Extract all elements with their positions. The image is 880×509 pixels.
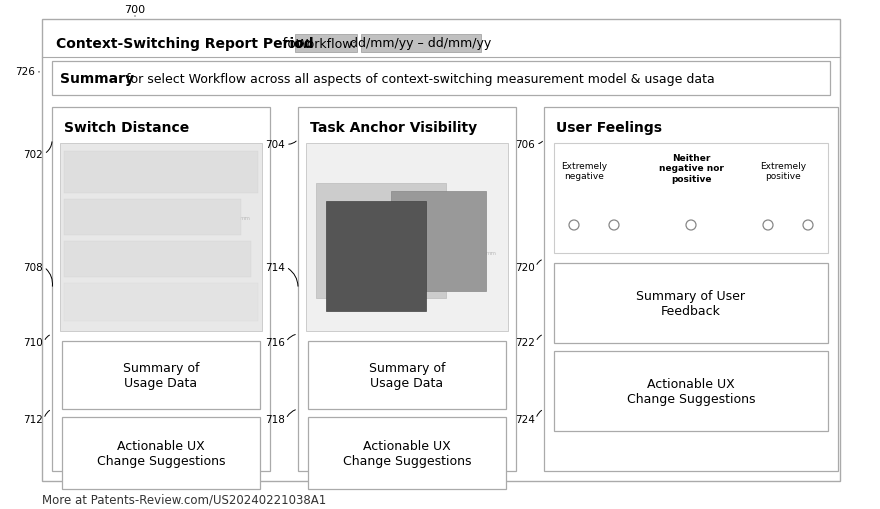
Bar bbox=[554, 264, 828, 344]
Text: 710: 710 bbox=[23, 337, 43, 347]
Bar bbox=[554, 351, 828, 431]
FancyArrowPatch shape bbox=[47, 143, 52, 153]
Circle shape bbox=[609, 220, 619, 231]
Bar bbox=[326, 202, 426, 312]
Bar bbox=[308, 417, 506, 489]
Text: 708: 708 bbox=[23, 263, 43, 272]
Bar bbox=[306, 144, 508, 331]
Bar bbox=[52, 108, 270, 471]
Bar bbox=[52, 62, 830, 96]
FancyArrowPatch shape bbox=[539, 142, 542, 145]
Text: Context-Switching Report Period: Context-Switching Report Period bbox=[56, 37, 313, 51]
FancyArrowPatch shape bbox=[289, 142, 297, 145]
FancyArrowPatch shape bbox=[537, 411, 541, 416]
Bar bbox=[391, 191, 486, 292]
Text: mm: mm bbox=[485, 251, 496, 256]
Text: 722: 722 bbox=[515, 337, 535, 347]
Text: 716: 716 bbox=[265, 337, 285, 347]
Bar bbox=[64, 200, 241, 236]
Text: Neither
negative nor
positive: Neither negative nor positive bbox=[658, 154, 723, 183]
Circle shape bbox=[569, 220, 579, 231]
FancyArrowPatch shape bbox=[287, 410, 296, 417]
Bar bbox=[62, 417, 260, 489]
Text: 702: 702 bbox=[23, 150, 43, 160]
Text: User Feelings: User Feelings bbox=[556, 121, 662, 135]
FancyArrowPatch shape bbox=[537, 261, 541, 265]
FancyArrowPatch shape bbox=[537, 335, 541, 340]
Text: Summary: Summary bbox=[60, 72, 134, 86]
Text: Actionable UX
Change Suggestions: Actionable UX Change Suggestions bbox=[627, 377, 755, 405]
Bar bbox=[64, 152, 258, 193]
Circle shape bbox=[763, 220, 773, 231]
Bar bbox=[60, 144, 262, 331]
Bar bbox=[62, 342, 260, 409]
Bar bbox=[308, 342, 506, 409]
FancyArrowPatch shape bbox=[45, 411, 49, 416]
Text: for: for bbox=[278, 37, 306, 51]
Text: Actionable UX
Change Suggestions: Actionable UX Change Suggestions bbox=[342, 439, 472, 467]
Text: 700: 700 bbox=[124, 5, 145, 15]
Text: Task Anchor Visibility: Task Anchor Visibility bbox=[310, 121, 477, 135]
FancyArrowPatch shape bbox=[45, 335, 49, 340]
Text: 714: 714 bbox=[265, 263, 285, 272]
Text: 706: 706 bbox=[516, 140, 535, 150]
Text: mm: mm bbox=[239, 216, 250, 221]
Bar bbox=[554, 144, 828, 253]
Bar bbox=[544, 108, 838, 471]
Bar bbox=[64, 284, 258, 321]
Text: 726: 726 bbox=[15, 67, 35, 77]
Bar bbox=[298, 108, 516, 471]
Text: 704: 704 bbox=[265, 140, 285, 150]
Text: 718: 718 bbox=[265, 414, 285, 424]
Text: More at Patents-Review.com/US20240221038A1: More at Patents-Review.com/US20240221038… bbox=[42, 493, 326, 505]
Text: Actionable UX
Change Suggestions: Actionable UX Change Suggestions bbox=[97, 439, 225, 467]
Bar bbox=[316, 184, 446, 298]
Bar bbox=[295, 35, 357, 53]
Text: Workflow:: Workflow: bbox=[296, 38, 356, 50]
Text: Extremely
negative: Extremely negative bbox=[561, 162, 607, 181]
Bar bbox=[361, 35, 481, 53]
Text: 720: 720 bbox=[516, 263, 535, 272]
Text: Summary of
Usage Data: Summary of Usage Data bbox=[122, 361, 199, 389]
Bar bbox=[64, 242, 251, 277]
Text: 712: 712 bbox=[23, 414, 43, 424]
Text: Switch Distance: Switch Distance bbox=[64, 121, 189, 135]
Text: Summary of
Usage Data: Summary of Usage Data bbox=[369, 361, 445, 389]
FancyArrowPatch shape bbox=[46, 269, 53, 287]
Text: Summary of User
Feedback: Summary of User Feedback bbox=[636, 290, 745, 318]
Text: Extremely
positive: Extremely positive bbox=[760, 162, 806, 181]
Text: dd/mm/yy – dd/mm/yy: dd/mm/yy – dd/mm/yy bbox=[350, 38, 492, 50]
Circle shape bbox=[803, 220, 813, 231]
FancyArrowPatch shape bbox=[289, 269, 298, 287]
Text: 724: 724 bbox=[515, 414, 535, 424]
FancyArrowPatch shape bbox=[288, 335, 296, 340]
Circle shape bbox=[686, 220, 696, 231]
Text: for select Workflow across all aspects of context-switching measurement model & : for select Workflow across all aspects o… bbox=[122, 72, 715, 86]
